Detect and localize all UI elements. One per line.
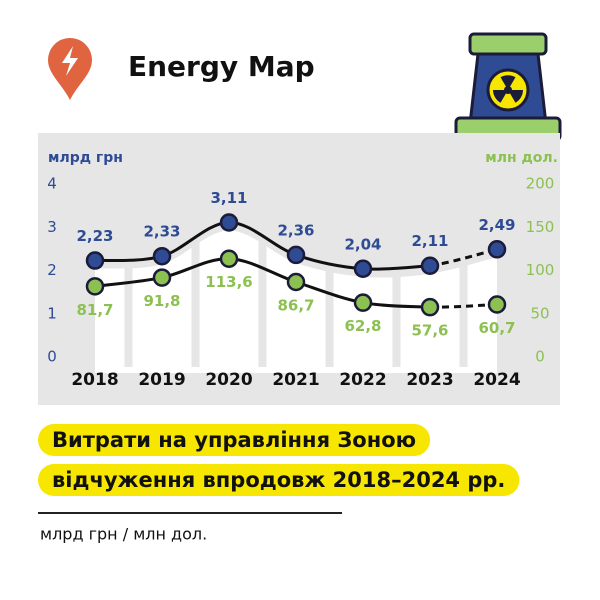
marker	[353, 259, 373, 279]
marker	[152, 268, 172, 287]
marker	[420, 256, 440, 275]
marker	[286, 272, 306, 292]
data-label: 2,49	[478, 216, 515, 234]
marker	[219, 213, 239, 232]
data-label: 2,11	[411, 232, 448, 250]
data-label: 57,6	[411, 322, 448, 340]
marker	[420, 297, 440, 317]
marker	[85, 277, 105, 296]
x-tick-label: 2021	[272, 370, 319, 390]
marker	[487, 240, 507, 259]
y-tick-label: 2	[47, 261, 57, 279]
brand: Energy Map	[128, 50, 315, 83]
chart-title: Витрати на управління Зоною	[52, 428, 416, 452]
title-highlight	[38, 424, 431, 456]
data-label: 113,6	[205, 273, 252, 291]
y-tick-label: 1	[47, 304, 57, 322]
y2-tick-label: 200	[526, 175, 555, 193]
nuclear-icon	[454, 32, 562, 142]
data-label: 2,23	[76, 227, 113, 245]
subtitle: млрд грн / млн дол.	[40, 525, 207, 544]
y2-tick-label: 150	[526, 218, 555, 236]
y-tick-label: 0	[47, 348, 57, 366]
column-gap	[258, 190, 267, 367]
data-label: 60,7	[478, 319, 515, 337]
marker	[85, 251, 105, 270]
x-tick-label: 2024	[473, 370, 520, 390]
marker	[487, 295, 507, 314]
column-gap	[325, 190, 334, 367]
data-label: 2,04	[344, 235, 381, 253]
y2-tick-label: 100	[526, 261, 555, 279]
y-axis-label: млрд грн	[48, 150, 123, 166]
y2-tick-label: 50	[530, 304, 549, 322]
chart-title: відчуження впродовж 2018–2024 рр.	[52, 468, 505, 492]
y-tick-label: 4	[47, 175, 57, 193]
marker	[286, 245, 306, 265]
column-gap	[191, 190, 200, 367]
x-tick-label: 2020	[205, 370, 252, 390]
marker	[152, 246, 172, 266]
column-gap	[459, 190, 468, 367]
y-tick-label: 3	[47, 218, 57, 236]
y2-tick-label: 0	[535, 348, 545, 366]
x-tick-label: 2023	[406, 370, 453, 390]
x-tick-label: 2019	[138, 370, 185, 390]
y2-axis-label: млн дол.	[485, 150, 558, 166]
data-label: 2,36	[277, 221, 314, 239]
x-tick-label: 2022	[339, 370, 386, 390]
title-highlight	[38, 464, 520, 496]
marker	[219, 249, 239, 268]
data-label: 2,33	[143, 223, 180, 241]
data-label: 86,7	[277, 297, 314, 315]
x-tick-label: 2018	[71, 370, 118, 390]
data-label: 62,8	[344, 317, 381, 335]
logo-pin	[48, 38, 92, 100]
data-label: 3,11	[210, 189, 247, 207]
data-label: 91,8	[143, 292, 180, 310]
data-label: 81,7	[76, 301, 113, 319]
column-gap	[392, 190, 401, 367]
marker	[353, 293, 373, 312]
column-gap	[124, 190, 133, 367]
